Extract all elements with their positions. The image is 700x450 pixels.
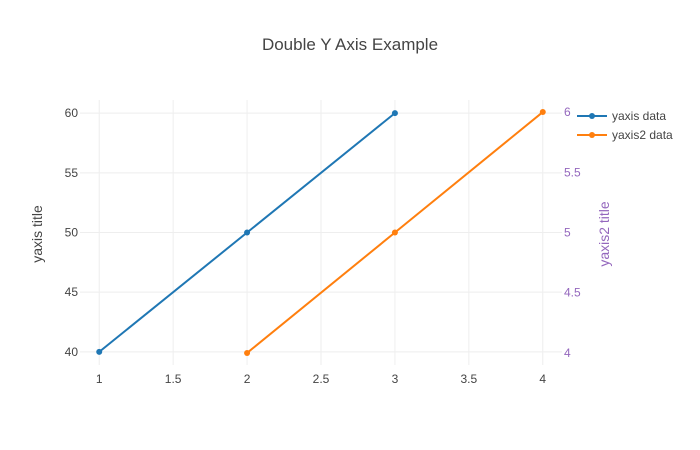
y-tick-label: 55 [65, 166, 79, 180]
y-axis-ticks: 40 45 50 55 60 [65, 106, 79, 359]
data-point[interactable] [539, 109, 546, 116]
series-2 [244, 109, 546, 356]
y2-tick-label: 4.5 [564, 286, 581, 300]
y-tick-label: 45 [65, 285, 79, 299]
legend-label: yaxis2 data [612, 128, 673, 142]
legend-swatch-marker [589, 132, 595, 138]
y-axis-title: yaxis title [29, 205, 45, 263]
data-point[interactable] [96, 348, 103, 355]
data-point[interactable] [391, 229, 398, 236]
legend-item[interactable]: yaxis data [577, 109, 666, 123]
x-tick-label: 2.5 [313, 372, 330, 386]
x-tick-label: 3.5 [461, 372, 478, 386]
y-tick-label: 60 [65, 106, 79, 120]
data-point[interactable] [244, 229, 251, 236]
legend-label: yaxis data [612, 109, 666, 123]
chart-title: Double Y Axis Example [262, 35, 438, 54]
gridlines [80, 100, 562, 365]
series-1 [96, 110, 398, 355]
x-tick-label: 2 [244, 372, 251, 386]
data-point[interactable] [244, 349, 251, 356]
x-tick-label: 1.5 [165, 372, 182, 386]
legend-item[interactable]: yaxis2 data [577, 128, 673, 142]
y-tick-label: 40 [65, 345, 79, 359]
data-point[interactable] [391, 110, 398, 117]
y-tick-label: 50 [65, 226, 79, 240]
series-layer [96, 109, 546, 356]
y2-tick-label: 5 [564, 226, 571, 240]
x-axis-ticks: 1 1.5 2 2.5 3 3.5 4 [96, 372, 547, 386]
x-tick-label: 4 [539, 372, 546, 386]
y2-tick-label: 6 [564, 105, 571, 119]
legend[interactable]: yaxis data yaxis2 data [577, 109, 673, 142]
x-tick-label: 3 [392, 372, 399, 386]
legend-swatch-marker [589, 113, 595, 119]
y2-axis-ticks: 4 4.5 5 5.5 6 [564, 105, 581, 360]
y2-tick-label: 5.5 [564, 165, 581, 179]
x-tick-label: 1 [96, 372, 103, 386]
y2-tick-label: 4 [564, 346, 571, 360]
y2-axis-title: yaxis2 title [596, 201, 612, 267]
